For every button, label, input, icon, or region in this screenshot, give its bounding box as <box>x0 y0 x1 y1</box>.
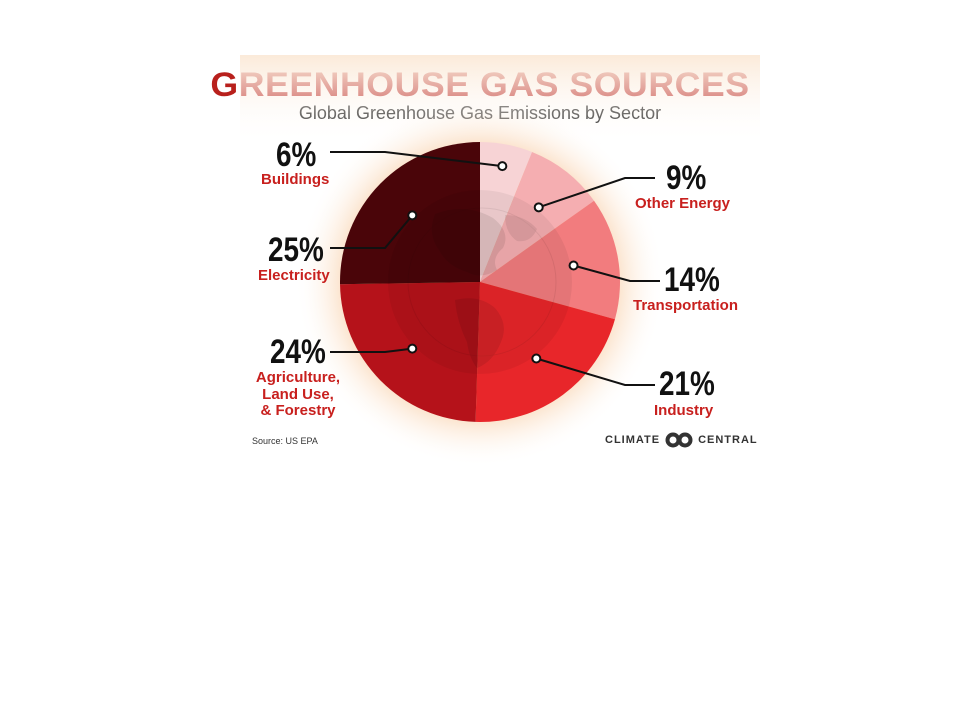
globe-overlay <box>388 190 572 374</box>
pie-slice-transportation <box>480 200 620 320</box>
pie-slice-industry <box>475 282 615 422</box>
leader-dot-transportation <box>568 260 579 271</box>
category-label-agriculture-line3: & Forestry <box>260 402 336 419</box>
value-label-buildings: 6% <box>276 136 317 174</box>
leader-dot-agriculture-land-use-forestry <box>407 343 418 354</box>
leader-dot-buildings <box>497 161 508 172</box>
leader-line-buildings <box>330 151 503 168</box>
category-label-agriculture-line1: Agriculture, <box>255 369 341 386</box>
value-label-electricity: 25% <box>268 231 324 269</box>
source-note: Source: US EPA <box>252 436 318 446</box>
leader-line-agriculture-land-use-forestry <box>330 347 413 353</box>
value-label-industry: 21% <box>659 365 715 403</box>
leader-line-electricity <box>330 214 414 249</box>
climate-central-logo-icon <box>665 432 693 448</box>
category-label-industry: Industry <box>654 402 714 419</box>
brand-right-text: CENTRAL <box>698 434 758 446</box>
value-label-other-energy: 9% <box>666 159 707 197</box>
leader-line-industry <box>536 357 655 386</box>
category-label-agriculture: Agriculture, Land Use, & Forestry <box>252 369 344 420</box>
pie-slice-buildings <box>480 142 533 282</box>
category-label-other-energy: Other Energy <box>635 195 731 212</box>
leader-line-other-energy <box>538 177 655 209</box>
category-label-transportation: Transportation <box>633 297 739 314</box>
category-label-electricity: Electricity <box>258 267 330 284</box>
leader-line-transportation <box>573 264 660 282</box>
pie-slice-other-energy <box>480 152 595 282</box>
brand-logo: CLIMATE CENTRAL <box>605 432 758 448</box>
leader-dot-industry <box>531 353 542 364</box>
leader-dot-electricity <box>407 210 418 221</box>
value-label-agriculture: 24% <box>270 333 326 371</box>
value-label-transportation: 14% <box>664 261 720 299</box>
brand-left-text: CLIMATE <box>605 434 661 446</box>
leader-dot-other-energy <box>533 202 544 213</box>
category-label-buildings: Buildings <box>261 171 330 188</box>
category-label-agriculture-line2: Land Use, <box>262 385 334 403</box>
